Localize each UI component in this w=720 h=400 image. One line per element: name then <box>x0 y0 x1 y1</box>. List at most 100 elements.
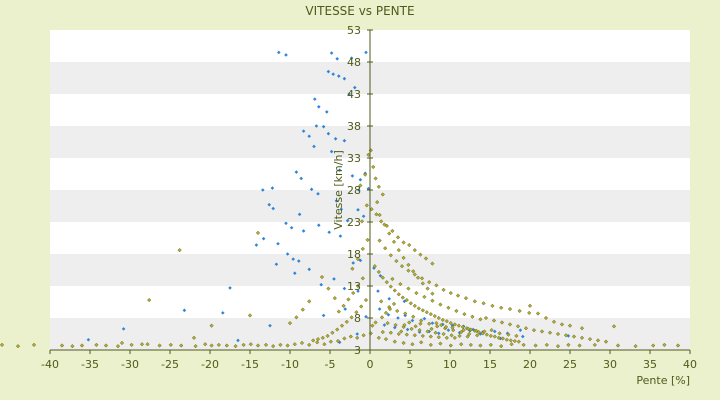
x-tick-label: -30 <box>121 358 139 371</box>
data-point <box>435 324 440 329</box>
data-point <box>379 219 384 224</box>
data-point <box>353 85 357 90</box>
y-tick-label: 38 <box>347 120 361 133</box>
data-point <box>335 57 339 61</box>
data-point <box>346 297 351 302</box>
data-point <box>531 328 537 333</box>
data-point <box>294 315 299 320</box>
data-point <box>521 342 526 347</box>
x-tick-label: 20 <box>523 358 537 371</box>
data-point <box>571 334 577 339</box>
data-point <box>363 297 369 303</box>
data-point <box>284 53 288 57</box>
data-point <box>475 333 480 338</box>
data-point <box>336 309 341 314</box>
data-point <box>391 301 397 307</box>
data-point <box>119 340 125 346</box>
data-point <box>611 324 617 329</box>
data-point <box>404 297 409 303</box>
data-point <box>301 229 306 233</box>
data-point <box>533 343 538 348</box>
data-point <box>301 129 306 133</box>
data-point <box>419 340 424 345</box>
data-point <box>428 312 433 317</box>
data-point <box>315 337 321 342</box>
data-point <box>518 328 523 332</box>
data-point <box>263 342 269 347</box>
data-point <box>493 329 497 334</box>
data-point <box>31 342 37 347</box>
data-point <box>359 219 365 224</box>
data-point <box>401 340 406 346</box>
data-point <box>406 286 411 291</box>
data-point <box>70 344 75 349</box>
data-point <box>319 274 325 280</box>
data-point <box>500 336 505 341</box>
y-tick-label: 18 <box>347 248 361 261</box>
data-point <box>382 222 387 227</box>
data-point <box>271 344 276 349</box>
data-point <box>527 303 533 308</box>
data-point <box>374 212 379 217</box>
data-point <box>441 322 445 327</box>
data-point <box>233 344 238 349</box>
data-point <box>512 338 517 344</box>
data-point <box>428 334 433 339</box>
data-point <box>355 283 361 289</box>
data-point <box>316 192 320 196</box>
data-point <box>300 307 305 312</box>
data-point <box>364 50 368 55</box>
data-point <box>555 331 561 337</box>
data-point <box>399 329 404 334</box>
data-point <box>446 328 451 332</box>
data-point <box>354 310 359 315</box>
data-point <box>315 340 320 345</box>
data-point <box>209 323 214 328</box>
data-point <box>488 333 493 339</box>
data-point <box>364 203 369 208</box>
data-point <box>411 314 416 319</box>
data-point <box>396 316 400 320</box>
data-point <box>406 268 411 273</box>
data-point <box>393 325 397 330</box>
data-point <box>347 92 351 96</box>
data-point <box>277 50 281 55</box>
data-point <box>317 105 321 109</box>
data-point <box>535 311 541 316</box>
y-tick-label: 23 <box>347 216 361 229</box>
data-point <box>433 330 438 335</box>
data-point <box>567 323 573 328</box>
data-point <box>434 321 439 326</box>
data-point <box>297 212 302 217</box>
data-point <box>328 339 333 344</box>
data-point <box>437 331 441 336</box>
data-point <box>506 332 511 337</box>
data-point <box>191 335 197 340</box>
y-tick-label: 3 <box>354 344 361 357</box>
data-point <box>383 337 389 342</box>
data-point <box>467 331 472 337</box>
data-point <box>332 277 336 281</box>
y-tick-label: 8 <box>354 312 361 325</box>
data-point <box>460 324 465 330</box>
data-point <box>329 149 334 154</box>
data-point <box>587 337 593 342</box>
data-point <box>350 174 355 178</box>
data-point <box>517 308 522 314</box>
data-point <box>59 343 65 348</box>
data-point <box>356 208 360 212</box>
data-point <box>448 290 453 296</box>
data-point <box>299 176 303 181</box>
x-tick-label: 30 <box>603 358 617 371</box>
data-point <box>462 312 467 317</box>
data-point <box>396 331 401 337</box>
x-tick-label: -5 <box>325 358 336 371</box>
data-point <box>425 329 430 334</box>
data-point <box>539 329 545 334</box>
data-point <box>509 342 514 347</box>
data-point <box>440 317 445 323</box>
data-point <box>459 329 464 335</box>
data-point <box>255 230 261 235</box>
data-point <box>555 344 561 349</box>
data-point <box>276 241 280 246</box>
